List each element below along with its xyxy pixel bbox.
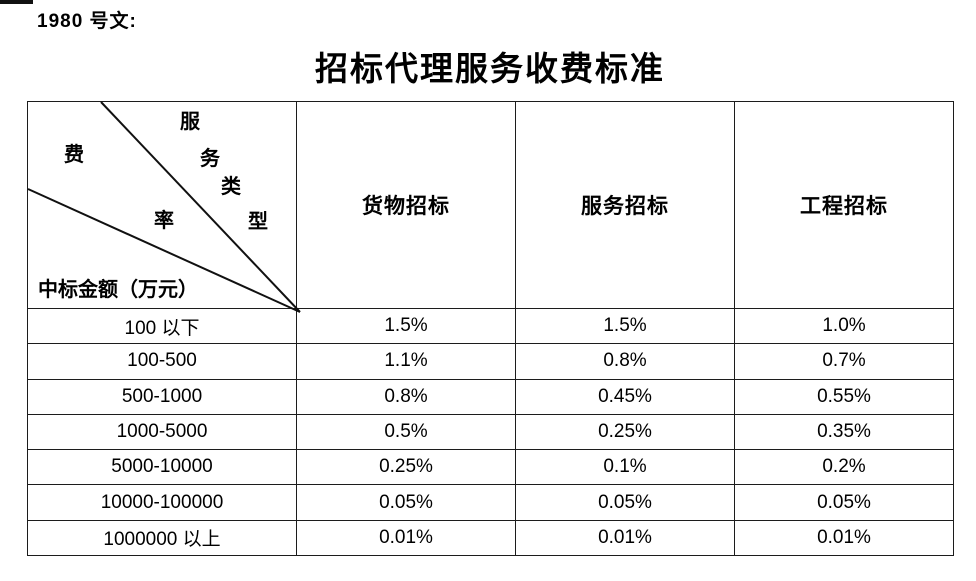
rate-cell: 0.55% [734,378,954,415]
rate-cell: 0.35% [734,413,954,451]
rate-cell: 1.0% [734,307,954,345]
column-header-service: 服务招标 [515,101,735,309]
amount-range-cell: 100 以下 [27,307,297,345]
rate-cell: 0.05% [296,484,516,521]
column-header-engineering: 工程招标 [734,101,954,309]
table-row: 100 以下 1.5% 1.5% 1.0% [27,307,954,345]
rate-cell: 1.5% [296,307,516,345]
page-edge-artifact [0,0,33,4]
rate-cell: 0.25% [296,449,516,486]
amount-range-cell: 1000-5000 [27,413,297,451]
corner-header-cell: 服 务 类 型 费 率 中标金额（万元） [27,101,301,313]
corner-label-rate-char: 率 [154,210,174,232]
table-row: 1000000 以上 0.01% 0.01% 0.01% [27,519,954,557]
table-row: 5000-10000 0.25% 0.1% 0.2% [27,449,954,486]
rate-cell: 0.5% [296,413,516,451]
amount-range-cell: 10000-100000 [27,484,297,521]
corner-label-service-char: 务 [200,148,220,170]
rate-cell: 0.8% [515,343,735,380]
table-row: 10000-100000 0.05% 0.05% 0.05% [27,484,954,521]
rate-cell: 0.2% [734,449,954,486]
rate-cell: 0.05% [734,484,954,521]
rate-cell: 0.25% [515,413,735,451]
corner-label-rate-char: 费 [64,144,84,166]
rate-cell: 0.01% [296,519,516,557]
amount-range-cell: 100-500 [27,343,297,380]
rate-cell: 0.1% [515,449,735,486]
rate-cell: 0.45% [515,378,735,415]
corner-label-service-char: 类 [221,176,241,198]
rate-cell: 1.1% [296,343,516,380]
rate-cell: 0.01% [734,519,954,557]
table-row: 500-1000 0.8% 0.45% 0.55% [27,378,954,415]
corner-label-service-char: 型 [248,211,268,233]
diagonal-divider-lines [27,101,301,313]
rate-cell: 1.5% [515,307,735,345]
corner-label-service-char: 服 [180,111,200,133]
amount-range-cell: 1000000 以上 [27,519,297,557]
rate-cell: 0.8% [296,378,516,415]
rate-cell: 0.7% [734,343,954,380]
column-header-goods: 货物招标 [296,101,516,309]
doc-number: 1980 号文: [37,11,137,32]
table-header-row: 服 务 类 型 费 率 中标金额（万元） 货物招标 服务招标 工程招标 [27,101,954,313]
table-row: 1000-5000 0.5% 0.25% 0.35% [27,413,954,451]
rate-cell: 0.01% [515,519,735,557]
amount-axis-label: 中标金额（万元） [38,279,198,301]
page-title: 招标代理服务收费标准 [315,52,665,88]
table-row: 100-500 1.1% 0.8% 0.7% [27,343,954,380]
fee-standard-table: 服 务 类 型 费 率 中标金额（万元） 货物招标 服务招标 工程招标 100 … [27,101,954,557]
amount-range-cell: 5000-10000 [27,449,297,486]
amount-range-cell: 500-1000 [27,378,297,415]
rate-cell: 0.05% [515,484,735,521]
